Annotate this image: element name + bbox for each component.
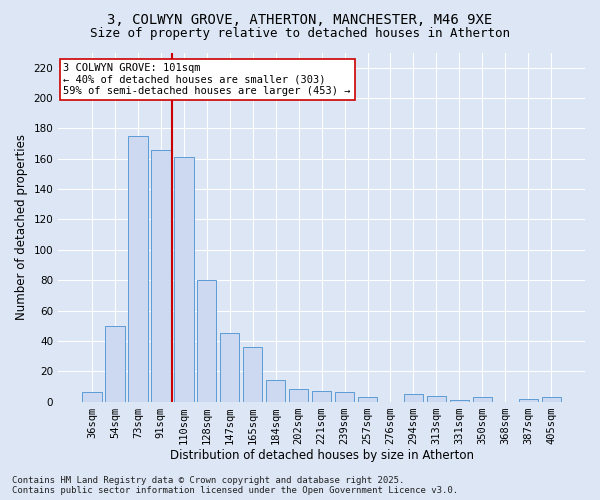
Bar <box>82 392 101 402</box>
Text: Size of property relative to detached houses in Atherton: Size of property relative to detached ho… <box>90 28 510 40</box>
Bar <box>220 334 239 402</box>
Bar <box>335 392 355 402</box>
X-axis label: Distribution of detached houses by size in Atherton: Distribution of detached houses by size … <box>170 450 473 462</box>
Bar <box>312 391 331 402</box>
Bar <box>473 397 492 402</box>
Bar <box>197 280 217 402</box>
Bar <box>266 380 286 402</box>
Text: Contains HM Land Registry data © Crown copyright and database right 2025.
Contai: Contains HM Land Registry data © Crown c… <box>12 476 458 495</box>
Bar <box>243 347 262 402</box>
Bar <box>449 400 469 402</box>
Bar <box>358 397 377 402</box>
Bar <box>404 394 423 402</box>
Bar <box>289 390 308 402</box>
Bar <box>105 326 125 402</box>
Bar <box>427 396 446 402</box>
Bar <box>128 136 148 402</box>
Y-axis label: Number of detached properties: Number of detached properties <box>15 134 28 320</box>
Bar <box>151 150 170 402</box>
Bar <box>518 398 538 402</box>
Bar <box>174 157 194 402</box>
Text: 3 COLWYN GROVE: 101sqm
← 40% of detached houses are smaller (303)
59% of semi-de: 3 COLWYN GROVE: 101sqm ← 40% of detached… <box>64 63 351 96</box>
Bar <box>542 397 561 402</box>
Text: 3, COLWYN GROVE, ATHERTON, MANCHESTER, M46 9XE: 3, COLWYN GROVE, ATHERTON, MANCHESTER, M… <box>107 12 493 26</box>
